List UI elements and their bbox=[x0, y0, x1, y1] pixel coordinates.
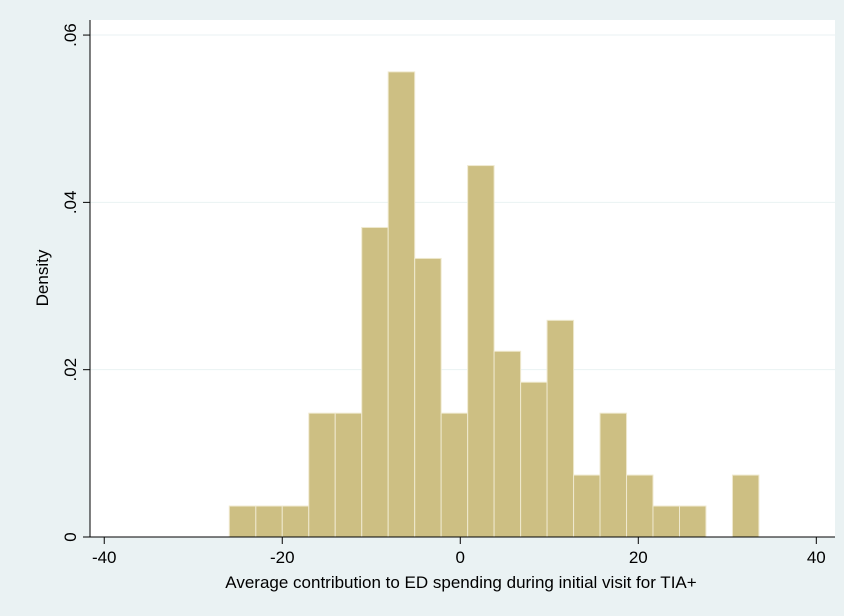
bars bbox=[228, 71, 760, 538]
y-tick-label: .06 bbox=[61, 23, 80, 47]
bar bbox=[467, 165, 495, 538]
bar bbox=[520, 381, 548, 538]
bar bbox=[334, 412, 363, 538]
bar bbox=[228, 505, 257, 538]
x-tick-label: 20 bbox=[629, 548, 648, 567]
y-tick-label: .04 bbox=[61, 191, 80, 215]
x-tick-label: 0 bbox=[456, 548, 465, 567]
x-axis-title: Average contribution to ED spending duri… bbox=[225, 573, 696, 592]
bar bbox=[652, 505, 681, 538]
y-tick-label: 0 bbox=[61, 532, 80, 541]
x-tick-label: -40 bbox=[92, 548, 117, 567]
bar bbox=[281, 505, 310, 538]
bar bbox=[731, 474, 760, 538]
bar bbox=[573, 474, 601, 538]
bar bbox=[308, 412, 336, 538]
bar bbox=[361, 226, 389, 538]
bar bbox=[387, 71, 416, 538]
y-tick-label: .02 bbox=[61, 358, 80, 382]
bar bbox=[255, 505, 283, 538]
grid bbox=[90, 34, 835, 371]
y-axis-title: Density bbox=[33, 249, 52, 306]
bar bbox=[599, 412, 628, 538]
bar bbox=[679, 505, 707, 538]
axes: 0 .02 .04 .06 -40 -20 0 20 40 bbox=[61, 20, 835, 567]
bar bbox=[440, 412, 469, 538]
bar bbox=[414, 257, 442, 538]
bar bbox=[493, 350, 522, 538]
bar bbox=[546, 319, 575, 538]
bar bbox=[626, 474, 654, 538]
x-tick-label: 40 bbox=[807, 548, 826, 567]
x-tick-label: -20 bbox=[270, 548, 295, 567]
